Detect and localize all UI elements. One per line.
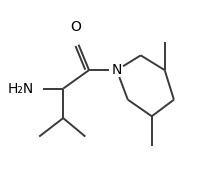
Text: N: N <box>111 63 122 77</box>
Text: O: O <box>71 20 82 34</box>
Text: H₂N: H₂N <box>7 82 34 96</box>
